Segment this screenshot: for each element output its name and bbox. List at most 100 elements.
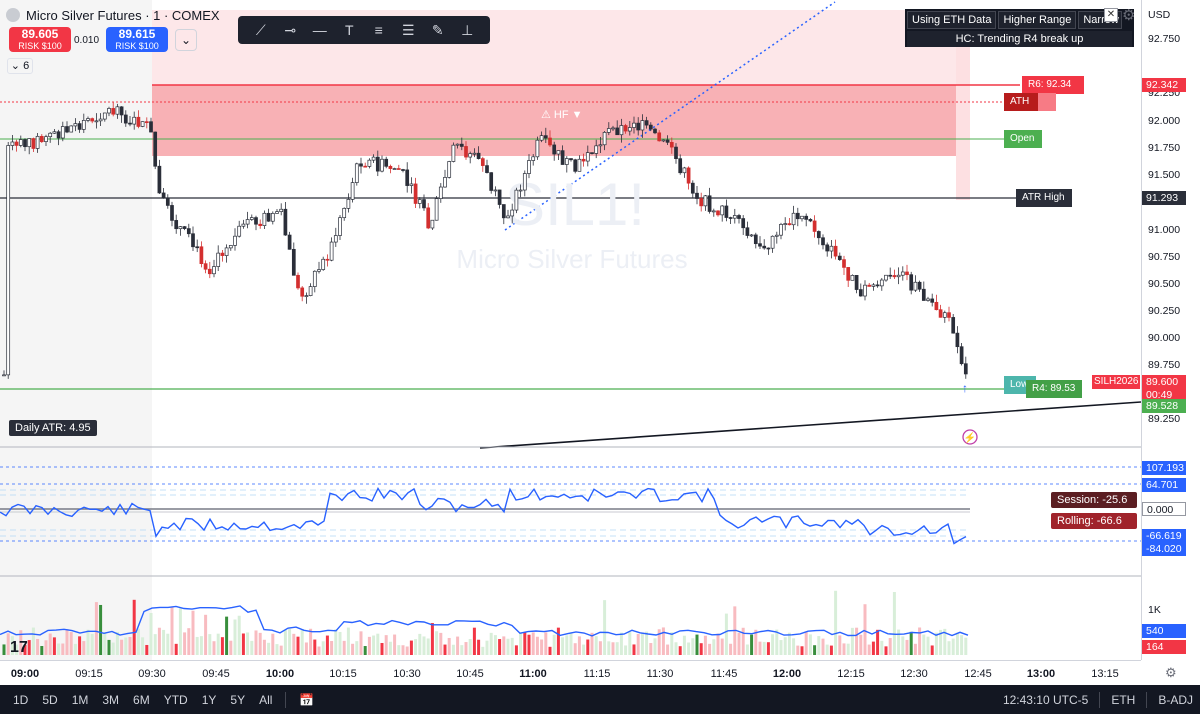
settings-gear-icon[interactable]: ⚙ <box>1165 665 1177 680</box>
candle-body <box>174 220 179 230</box>
clock-display[interactable]: 12:43:10 UTC-5 <box>1002 692 1089 707</box>
symbol-header[interactable]: Micro Silver Futures · 1 · COMEX <box>6 6 220 24</box>
volume-bar <box>846 643 850 655</box>
candle-body <box>325 258 330 261</box>
volume-bar <box>376 633 380 655</box>
volume-bar <box>771 634 775 655</box>
range-1m[interactable]: 1M <box>71 692 89 707</box>
range-1y[interactable]: 1Y <box>201 692 217 707</box>
fib-retracement-icon[interactable]: ≡ <box>374 22 383 38</box>
atr-high-marker[interactable]: ATR High <box>1016 189 1072 207</box>
candle-body <box>632 122 636 128</box>
time-tick: 12:15 <box>837 668 865 680</box>
volume-bar <box>678 646 682 655</box>
volume-bar <box>170 607 174 655</box>
volume-last-label: 164 <box>1142 640 1186 654</box>
volume-bar <box>162 629 166 655</box>
range-6m[interactable]: 6M <box>133 692 150 707</box>
candle-body <box>804 215 809 220</box>
volume-bar <box>527 634 531 655</box>
r4-marker[interactable]: R4: 89.53 <box>1026 380 1082 398</box>
chevron-down-icon[interactable]: ⌄ <box>175 29 197 51</box>
volume-bar <box>237 615 241 655</box>
daily-atr-label: Daily ATR: 4.95 <box>9 420 97 436</box>
range-5y[interactable]: 5Y <box>230 692 246 707</box>
range-1d[interactable]: 1D <box>13 692 29 707</box>
candle-body <box>48 132 53 138</box>
candle-body <box>69 125 74 133</box>
volume-bar <box>388 641 392 655</box>
volume-bar <box>821 638 825 655</box>
parallel-channel-icon[interactable]: ☰ <box>401 22 415 38</box>
close-icon[interactable]: ✕ <box>1104 8 1118 22</box>
date-range-icon[interactable]: 📅 <box>299 692 315 707</box>
candle-body <box>892 275 897 278</box>
gear-icon[interactable]: ⚙ <box>1122 7 1136 24</box>
long-position-icon[interactable]: ⊥ <box>461 22 474 38</box>
brush-icon[interactable]: ✎ <box>431 22 444 38</box>
trend-line-dotted[interactable] <box>504 1 836 231</box>
range-5d[interactable]: 5D <box>42 692 58 707</box>
volume-bar <box>775 629 779 655</box>
volume-bar <box>913 643 917 655</box>
candle-body <box>86 118 90 121</box>
candle-body <box>346 199 351 209</box>
horizontal-line-icon[interactable]: — <box>312 22 327 38</box>
volume-bar <box>796 645 800 655</box>
volume-bar <box>397 645 401 655</box>
adjustment-toggle[interactable]: B-ADJ <box>1158 692 1193 707</box>
candle-body <box>837 255 842 260</box>
price-scale[interactable]: USD 92.750 92.250 92.000 91.750 91.500 9… <box>1141 0 1200 660</box>
info-cell-range: Higher Range <box>998 11 1077 29</box>
candle-body <box>686 167 691 184</box>
volume-bar <box>762 641 766 655</box>
candle-body <box>606 128 611 133</box>
sell-price: 89.605 <box>21 27 59 41</box>
volume-bar <box>258 632 262 655</box>
range-ytd[interactable]: YTD <box>163 692 188 707</box>
candle-body <box>342 207 347 219</box>
trend-line-icon[interactable]: ⟋ <box>255 22 266 38</box>
volume-bar <box>850 627 854 655</box>
volume-bar <box>254 630 258 655</box>
candle-body <box>98 118 103 122</box>
volume-bar <box>367 636 371 655</box>
candle-body <box>123 114 128 124</box>
range-all[interactable]: All <box>259 692 273 707</box>
chart-canvas[interactable]: SIL1! Micro Silver Futures ⚡ ↑ 17 <box>0 0 1141 660</box>
volume-bar <box>960 635 964 655</box>
session-toggle[interactable]: ETH <box>1111 692 1136 707</box>
horizontal-ray-icon[interactable]: ⊸ <box>284 22 297 38</box>
sell-button[interactable]: 89.605 RISK $100 <box>9 27 71 52</box>
candle-body <box>711 210 716 213</box>
candle-body <box>585 152 590 162</box>
volume-bar <box>519 632 523 655</box>
volume-bar <box>502 636 506 655</box>
volume-bar <box>657 629 661 655</box>
text-icon[interactable]: T <box>344 22 354 38</box>
r6-marker[interactable]: R6: 92.34 <box>1022 76 1084 94</box>
price-tick: 89.750 <box>1148 359 1181 371</box>
buy-button[interactable]: 89.615 RISK $100 <box>106 27 168 52</box>
volume-bar <box>145 644 149 655</box>
volume-bar <box>670 632 674 655</box>
range-3m[interactable]: 3M <box>102 692 120 707</box>
ath-marker[interactable]: ATH <box>1004 93 1038 111</box>
candle-body <box>338 217 342 236</box>
candle-body <box>695 192 699 199</box>
symbol-title[interactable]: Micro Silver Futures · 1 · COMEX <box>26 7 220 23</box>
open-marker[interactable]: Open <box>1004 130 1042 148</box>
tv-logo-icon[interactable]: 17 <box>10 639 28 656</box>
support-trend-line[interactable] <box>479 401 1141 449</box>
currency-label[interactable]: USD <box>1148 9 1171 21</box>
candle-body <box>380 158 384 172</box>
volume-bar <box>703 635 707 655</box>
candle-body <box>543 135 548 139</box>
candle-body <box>455 143 460 146</box>
time-axis[interactable]: 09:00 09:15 09:30 09:45 10:00 10:15 10:3… <box>0 660 1141 685</box>
flash-icon[interactable]: ⚡ <box>962 429 978 445</box>
candle-body <box>489 172 494 191</box>
collapse-indicators-button[interactable]: ⌄ 6 <box>7 58 33 74</box>
volume-bar <box>321 641 325 655</box>
candle-body <box>590 152 594 154</box>
